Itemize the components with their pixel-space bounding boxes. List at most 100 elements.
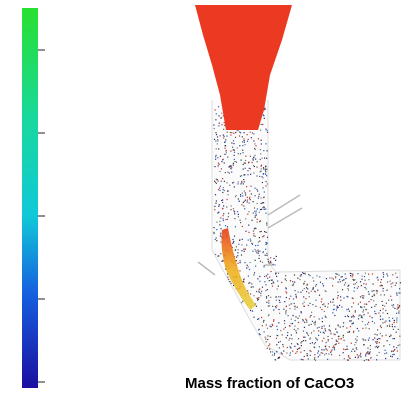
- particle: [288, 315, 289, 316]
- particle: [303, 331, 304, 332]
- particle: [226, 182, 227, 183]
- particle: [292, 323, 293, 324]
- particle: [283, 350, 284, 351]
- particle: [362, 276, 363, 277]
- particle: [295, 316, 296, 317]
- particle: [249, 282, 250, 283]
- particle: [260, 261, 261, 262]
- particle: [337, 292, 338, 293]
- particle: [292, 285, 293, 286]
- particle: [307, 288, 308, 289]
- particle: [245, 163, 246, 164]
- particle: [252, 311, 253, 312]
- particle: [376, 313, 377, 314]
- particle: [225, 139, 226, 140]
- particle: [225, 145, 226, 146]
- particle: [348, 316, 349, 317]
- particle: [233, 182, 234, 183]
- particle: [279, 300, 280, 301]
- particle: [244, 191, 245, 192]
- particle: [265, 208, 266, 209]
- particle: [325, 290, 326, 291]
- particle: [363, 295, 364, 296]
- particle: [344, 340, 345, 341]
- particle: [215, 239, 216, 240]
- particle: [217, 136, 218, 137]
- particle: [260, 159, 261, 160]
- particle: [258, 196, 259, 197]
- particle: [256, 211, 257, 212]
- particle: [303, 320, 304, 321]
- particle: [245, 200, 246, 201]
- particle: [248, 240, 249, 241]
- particle: [284, 301, 285, 302]
- particle: [356, 340, 357, 341]
- particle: [238, 216, 239, 217]
- particle: [392, 356, 393, 357]
- particle: [220, 253, 221, 254]
- particle: [262, 325, 263, 326]
- particle: [343, 335, 344, 336]
- particle: [323, 349, 324, 350]
- particle: [311, 324, 312, 325]
- particle: [355, 357, 356, 358]
- particle: [382, 312, 383, 313]
- particle: [380, 333, 381, 334]
- particle: [306, 287, 307, 288]
- particle: [214, 166, 215, 167]
- particle: [350, 273, 351, 274]
- particle: [273, 321, 274, 322]
- particle: [247, 134, 248, 135]
- particle: [215, 109, 216, 110]
- particle: [253, 231, 254, 232]
- particle: [232, 182, 233, 183]
- particle: [245, 231, 246, 232]
- particle: [242, 301, 243, 302]
- particle: [316, 339, 317, 340]
- particle: [377, 277, 378, 278]
- particle: [370, 345, 371, 346]
- particle: [361, 279, 362, 280]
- particle: [398, 311, 399, 312]
- particle: [336, 340, 337, 341]
- particle: [299, 315, 300, 316]
- particle: [238, 214, 239, 215]
- particle: [290, 280, 291, 281]
- particle: [265, 143, 266, 144]
- particle: [223, 220, 224, 221]
- particle: [257, 298, 258, 299]
- particle: [231, 132, 232, 133]
- particle: [233, 143, 234, 144]
- particle: [260, 130, 261, 131]
- particle: [355, 310, 356, 311]
- particle: [241, 204, 242, 205]
- particle: [268, 306, 269, 307]
- particle: [216, 237, 217, 238]
- particle: [358, 330, 359, 331]
- particle: [291, 343, 292, 344]
- particle: [248, 139, 249, 140]
- particle: [263, 197, 264, 198]
- particle: [246, 268, 247, 269]
- particle: [355, 312, 356, 313]
- particle: [355, 338, 356, 339]
- particle: [251, 137, 252, 138]
- particle: [271, 326, 272, 327]
- particle: [220, 233, 221, 234]
- particle: [396, 347, 397, 348]
- hopper-region: [195, 5, 292, 130]
- particle: [397, 304, 398, 305]
- particle: [328, 339, 329, 340]
- particle: [363, 340, 364, 341]
- particle: [365, 309, 366, 310]
- particle: [297, 349, 298, 350]
- particle: [234, 213, 235, 214]
- particle: [304, 283, 305, 284]
- particle: [296, 296, 297, 297]
- particle: [263, 168, 264, 169]
- particle: [368, 301, 369, 302]
- particle: [366, 288, 367, 289]
- particle: [227, 132, 228, 133]
- particle: [265, 171, 266, 172]
- particle: [221, 261, 222, 262]
